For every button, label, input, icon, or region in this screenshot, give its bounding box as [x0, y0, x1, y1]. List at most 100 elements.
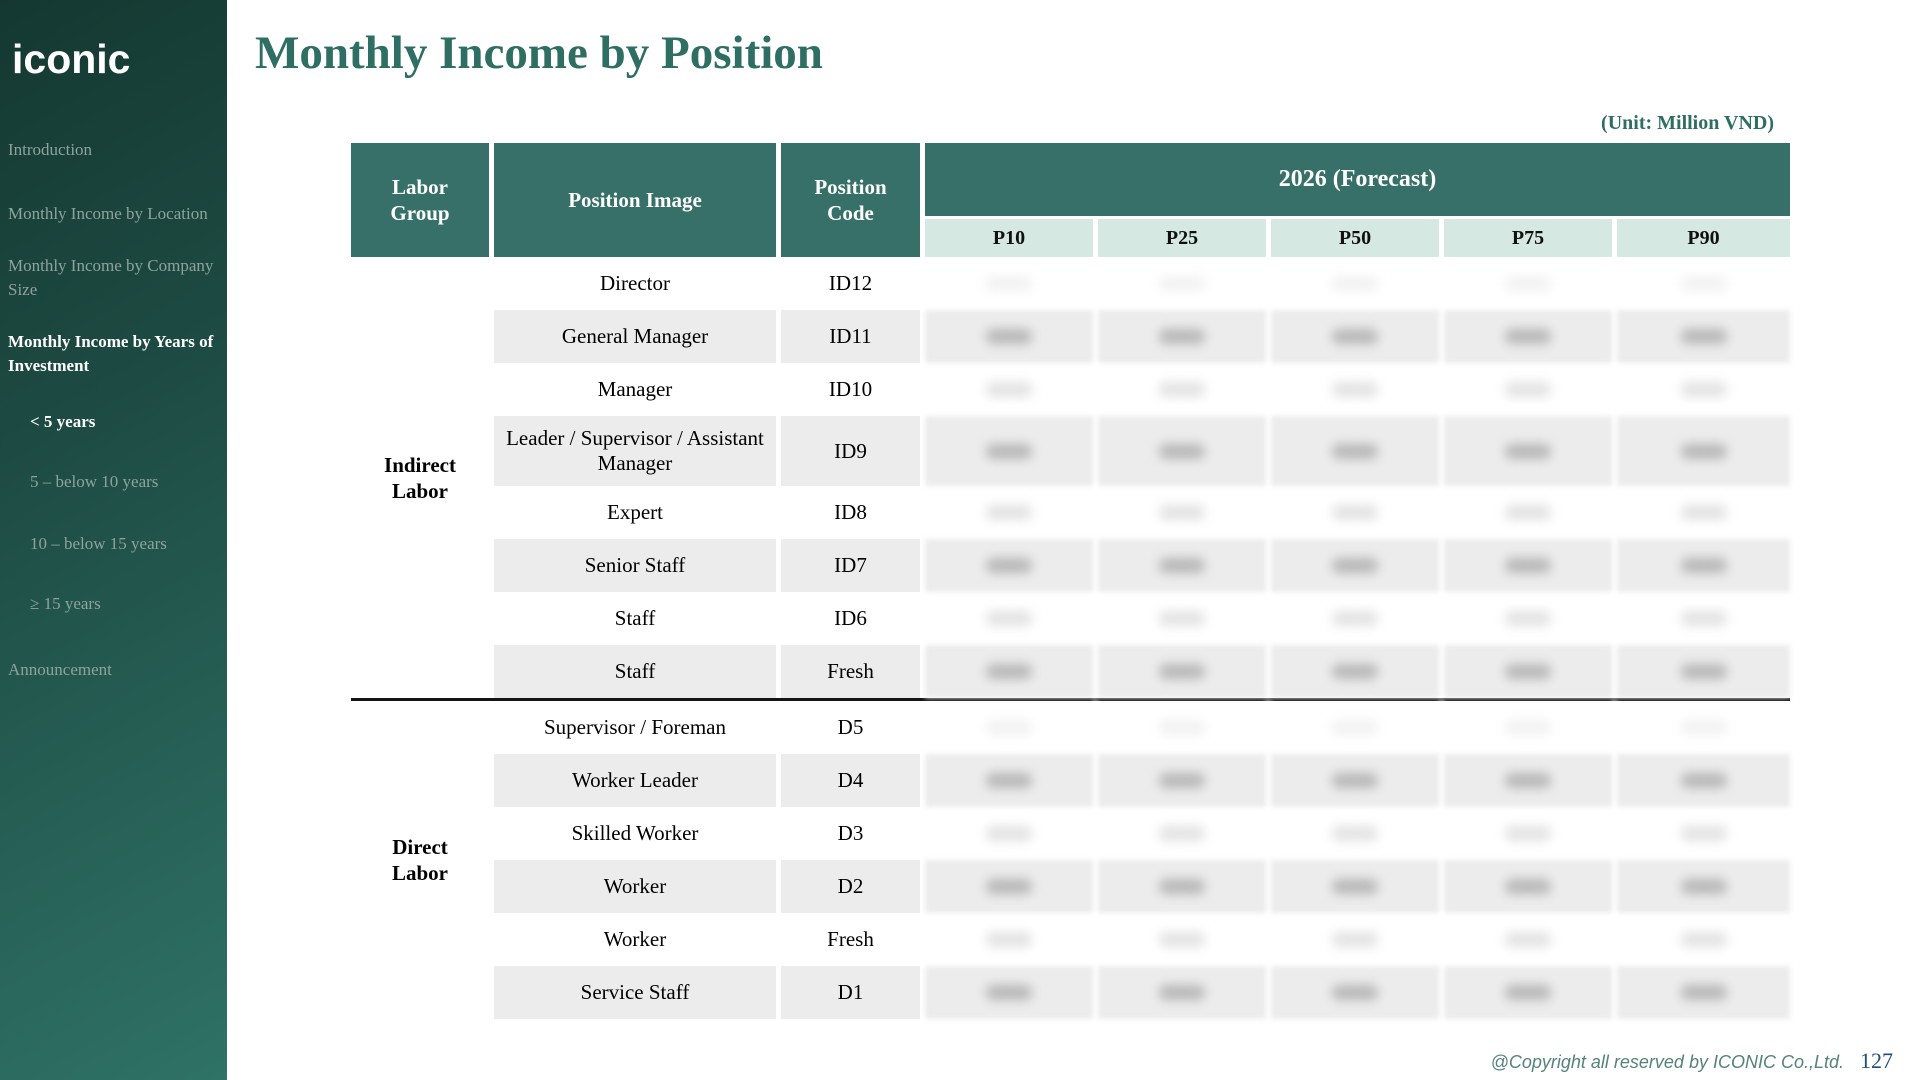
cell-redacted-value: [1098, 701, 1271, 754]
page-number: 127: [1860, 1048, 1893, 1073]
cell-redacted-value: [1098, 310, 1271, 363]
cell-redacted-value: [925, 539, 1098, 592]
sidebar-item-income-by-company-size[interactable]: Monthly Income by Company Size: [8, 256, 214, 299]
cell-redacted-value: [1444, 807, 1617, 860]
cell-redacted-value: [1098, 754, 1271, 807]
cell-redacted-value: [1271, 860, 1444, 913]
cell-position-image: Supervisor / Foreman: [494, 701, 781, 754]
cell-position-code: ID8: [781, 486, 925, 539]
redacted-blur: [986, 382, 1032, 397]
cell-redacted-value: [1271, 257, 1444, 310]
redacted-blur: [986, 664, 1032, 679]
cell-redacted-value: [1098, 257, 1271, 310]
cell-redacted-value: [925, 754, 1098, 807]
cell-redacted-value: [925, 486, 1098, 539]
redacted-blur: [1505, 985, 1551, 1000]
redacted-blur: [1159, 329, 1205, 344]
cell-redacted-value: [1098, 592, 1271, 645]
cell-redacted-value: [1271, 913, 1444, 966]
redacted-blur: [1505, 720, 1551, 735]
redacted-blur: [1505, 558, 1551, 573]
column-header-position-code: Position Code: [781, 143, 925, 257]
cell-position-image: Expert: [494, 486, 781, 539]
redacted-blur: [1680, 329, 1727, 344]
cell-redacted-value: [1271, 701, 1444, 754]
cell-position-image: Worker Leader: [494, 754, 781, 807]
column-header-labor-group: Labor Group: [351, 143, 494, 257]
cell-position-code: D3: [781, 807, 925, 860]
cell-redacted-value: [925, 257, 1098, 310]
cell-position-code: ID12: [781, 257, 925, 310]
redacted-blur: [1159, 443, 1205, 459]
redacted-blur: [1159, 505, 1205, 520]
redacted-blur: [1332, 382, 1378, 397]
redacted-blur: [986, 720, 1032, 735]
redacted-blur: [986, 985, 1032, 1000]
redacted-blur: [1332, 932, 1378, 947]
cell-position-image: Senior Staff: [494, 539, 781, 592]
column-header-p90: P90: [1617, 219, 1790, 257]
cell-redacted-value: [925, 363, 1098, 416]
column-header-p10: P10: [925, 219, 1098, 257]
sidebar-item-10-below-15-years[interactable]: 10 – below 15 years: [30, 534, 167, 553]
cell-redacted-value: [1617, 860, 1790, 913]
redacted-blur: [1159, 664, 1205, 679]
redacted-blur: [1680, 276, 1727, 291]
sidebar-item-5-below-10-years[interactable]: 5 – below 10 years: [30, 472, 159, 491]
sidebar-item-announcement[interactable]: Announcement: [8, 660, 112, 679]
redacted-blur: [1680, 932, 1727, 947]
redacted-blur: [1332, 329, 1378, 344]
cell-redacted-value: [1444, 363, 1617, 416]
redacted-blur: [1680, 505, 1727, 520]
redacted-blur: [986, 443, 1032, 459]
cell-redacted-value: [1617, 310, 1790, 363]
redacted-blur: [1680, 382, 1727, 397]
redacted-blur: [1680, 879, 1727, 894]
redacted-blur: [1505, 276, 1551, 291]
cell-redacted-value: [1444, 310, 1617, 363]
footer: @Copyright all reserved by ICONIC Co.,Lt…: [1491, 1048, 1893, 1074]
sidebar-item-less-than-5-years[interactable]: < 5 years: [30, 412, 96, 431]
redacted-blur: [1680, 720, 1727, 735]
cell-redacted-value: [1098, 913, 1271, 966]
sidebar-item-income-by-location[interactable]: Monthly Income by Location: [8, 204, 208, 223]
cell-redacted-value: [1271, 645, 1444, 698]
cell-redacted-value: [1617, 363, 1790, 416]
sidebar-item-income-by-years-of-investment[interactable]: Monthly Income by Years of Investment: [8, 332, 214, 375]
cell-position-code: ID9: [781, 416, 925, 486]
cell-position-image: Worker: [494, 913, 781, 966]
cell-redacted-value: [1271, 416, 1444, 486]
redacted-blur: [1332, 879, 1378, 894]
cell-redacted-value: [1617, 913, 1790, 966]
cell-redacted-value: [1617, 486, 1790, 539]
redacted-blur: [1159, 382, 1205, 397]
cell-position-image: Skilled Worker: [494, 807, 781, 860]
cell-redacted-value: [1271, 539, 1444, 592]
cell-redacted-value: [1617, 539, 1790, 592]
redacted-blur: [1505, 329, 1551, 344]
redacted-blur: [986, 826, 1032, 841]
sidebar-item-introduction[interactable]: Introduction: [8, 140, 93, 159]
column-header-position-image: Position Image: [494, 143, 781, 257]
redacted-blur: [1332, 611, 1378, 626]
cell-position-image: Director: [494, 257, 781, 310]
cell-position-code: ID7: [781, 539, 925, 592]
cell-redacted-value: [925, 416, 1098, 486]
cell-redacted-value: [1444, 966, 1617, 1019]
redacted-blur: [1159, 276, 1205, 291]
cell-redacted-value: [1444, 913, 1617, 966]
redacted-blur: [986, 329, 1032, 344]
cell-redacted-value: [1098, 966, 1271, 1019]
cell-redacted-value: [1271, 363, 1444, 416]
redacted-blur: [986, 879, 1032, 894]
cell-position-image: Worker: [494, 860, 781, 913]
redacted-blur: [1332, 720, 1378, 735]
cell-redacted-value: [1444, 754, 1617, 807]
cell-position-image: Staff: [494, 592, 781, 645]
redacted-blur: [986, 773, 1032, 788]
redacted-blur: [1332, 664, 1378, 679]
redacted-blur: [1332, 558, 1378, 573]
sidebar-item-15-years-or-more[interactable]: ≥ 15 years: [30, 594, 101, 613]
cell-redacted-value: [1444, 486, 1617, 539]
cell-position-image: Manager: [494, 363, 781, 416]
